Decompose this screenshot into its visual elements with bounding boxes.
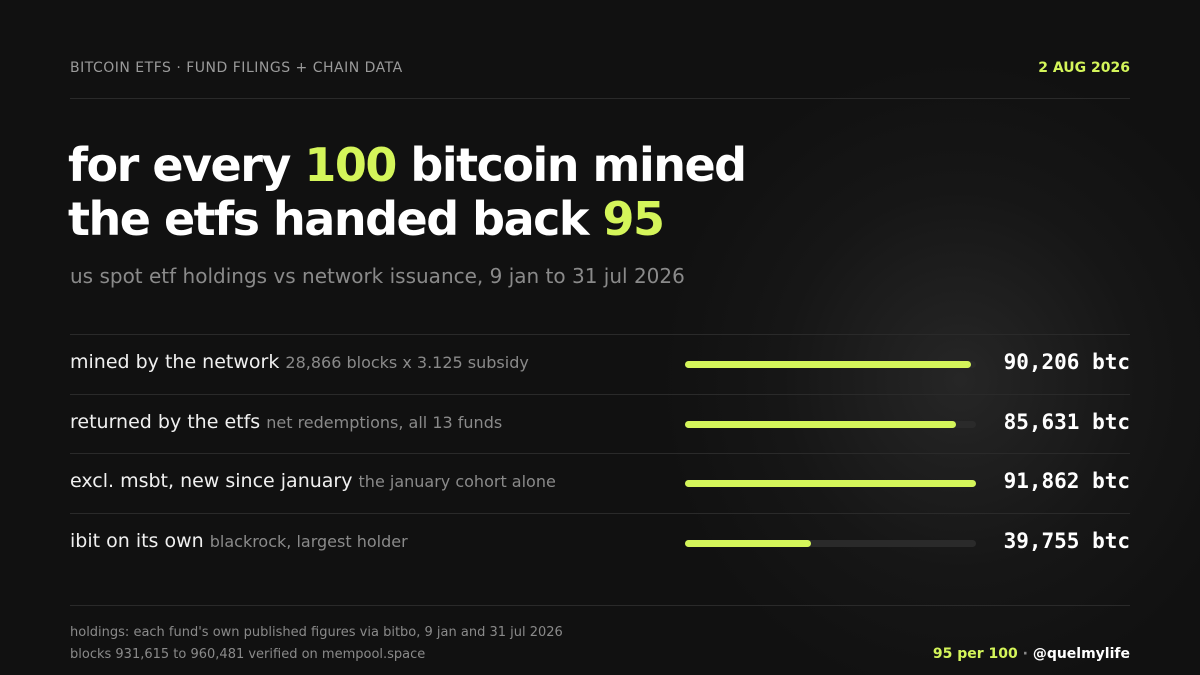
tagline: 95 per 100 [932,646,1018,662]
subtitle: us spot etf holdings vs network issuance… [70,264,685,288]
value-label: 39,755 btc [1003,528,1130,553]
headline-line: for every 100 bitcoin mined [68,138,747,192]
divider [70,393,1130,395]
credit: 95 per 100 · @quelmylife [933,646,1130,662]
row-label: mined by the network 28,866 blocks x 3.1… [70,351,529,373]
divider [70,605,1130,606]
bar [685,420,957,428]
headline-highlight: 100 [304,138,397,192]
category: ibit on its own [70,529,204,552]
handle: @quelmylife [1032,646,1130,662]
bar [685,480,976,488]
headline-line: the etfs handed back 95 [68,192,746,246]
headline-text: for every [68,138,305,192]
category-note: net redemptions, all 13 funds [266,412,503,432]
category: mined by the network [70,350,280,373]
separator: · [1017,646,1033,662]
divider [70,453,1130,455]
bar [685,539,811,547]
headline: for every 100 bitcoin mined the etfs hand… [68,138,747,246]
source: BITCOIN ETFS · FUND FILINGS + CHAIN DATA [70,60,403,76]
footer-note: holdings: each fund's own published figu… [70,625,563,640]
value-label: 85,631 btc [1003,409,1130,434]
category: excl. msbt, new since january [70,470,353,493]
headline-text: bitcoin mined [395,138,747,192]
bar [685,360,971,368]
value-label: 90,206 btc [1003,349,1130,374]
footer-note: blocks 931,615 to 960,481 verified on me… [70,647,426,662]
divider [70,98,1130,99]
bar-track [685,539,976,547]
row-label: excl. msbt, new since january the januar… [70,470,556,492]
category-note: 28,866 blocks x 3.125 subsidy [285,352,529,372]
headline-highlight: 95 [602,192,666,246]
value-label: 91,862 btc [1003,469,1130,494]
category-note: blackrock, largest holder [209,531,408,551]
category-note: the january cohort alone [358,472,556,492]
date: 2 AUG 2026 [1038,60,1130,76]
divider [70,513,1130,515]
headline-text: the etfs handed back [68,192,603,246]
category: returned by the etfs [70,410,261,433]
row-label: returned by the etfs net redemptions, al… [70,411,502,433]
divider [70,334,1130,335]
row-label: ibit on its own blackrock, largest holde… [70,530,408,552]
